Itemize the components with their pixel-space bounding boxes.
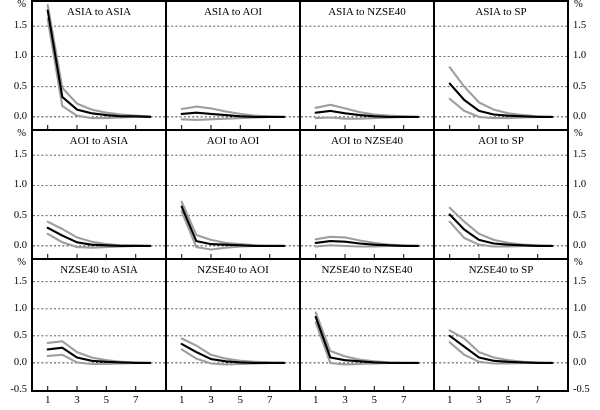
x-tick-label: 3 <box>476 394 482 406</box>
y-axis-unit-label: % <box>17 128 26 139</box>
x-axis-labels: 1 3 5 7 1 3 5 7 1 3 5 7 1 3 5 7 <box>0 393 600 409</box>
panel-asia-to-nzse40: ASIA to NZSE40 <box>301 2 433 129</box>
panel-title: AOI to AOI <box>207 135 260 147</box>
y-tick-label: 0.0 <box>13 239 27 251</box>
y-tick-label: 1.0 <box>573 179 587 191</box>
y-tick-label: 0.5 <box>13 209 27 221</box>
y-tick-label: 1.0 <box>13 50 27 62</box>
x-tick-label: 7 <box>534 394 541 406</box>
upper_band-line <box>180 200 286 247</box>
panel-title: ASIA to NZSE40 <box>328 6 406 18</box>
x-tick-label: 7 <box>132 394 139 406</box>
panel-title: NZSE40 to SP <box>469 264 534 276</box>
panel-aoi-to-aoi: AOI to AOI <box>167 131 299 258</box>
y-tick-label: 0.0 <box>13 110 27 122</box>
panel-title: NZSE40 to ASIA <box>60 264 138 276</box>
y-tick-label: 0.0 <box>573 239 587 251</box>
y-tick-label: 1.5 <box>13 275 27 287</box>
upper_band-line <box>46 340 152 364</box>
y-axis-right: % 0.0 0.5 1.0 1.5% 0.0 0.5 1.0 1.5% -0.5 0.0 0.5 1.0… <box>569 0 600 410</box>
y-axis-left: % 0.0 0.5 1.0 1.5% 0.0 0.5 1.0 1.5% -0.5 0.0 0.5 1.0… <box>0 0 31 410</box>
y-tick-label: 1.5 <box>13 149 27 161</box>
x-tick-label: 1 <box>446 394 453 406</box>
panel-title: ASIA to ASIA <box>67 6 131 18</box>
response-line <box>314 109 420 118</box>
lower_band-line <box>46 17 152 120</box>
response-line <box>180 342 286 364</box>
panel-title: ASIA to AOI <box>204 6 262 18</box>
y-tick-label: 0.0 <box>573 110 587 122</box>
y-tick-label: 0.5 <box>13 80 27 92</box>
y-tick-label: -0.5 <box>10 384 27 395</box>
y-tick-label: 1.0 <box>13 179 27 191</box>
x-tick-label: 5 <box>371 394 378 406</box>
y-tick-label: -0.5 <box>573 384 590 395</box>
panel-title: ASIA to SP <box>475 6 526 18</box>
x-tick-label: 3 <box>74 394 80 406</box>
panel-nzse40-to-sp: NZSE40 to SP <box>435 260 567 390</box>
y-tick-label: 1.0 <box>573 302 587 314</box>
panel-nzse40-to-aoi: NZSE40 to AOI <box>167 260 299 390</box>
response-line <box>314 240 420 247</box>
response-line <box>448 334 554 364</box>
panel-asia-to-aoi: ASIA to AOI <box>167 2 299 129</box>
upper_band-line <box>46 3 152 118</box>
y-axis-unit-label: % <box>574 257 583 268</box>
y-tick-label: 1.0 <box>13 302 27 314</box>
y-axis-unit-label: % <box>574 128 583 139</box>
y-tick-label: 0.5 <box>573 80 587 92</box>
response-line <box>314 315 420 364</box>
y-tick-label: 0.5 <box>573 329 587 341</box>
upper_band-line <box>314 311 420 364</box>
upper_band-line <box>448 206 554 247</box>
y-axis-unit-label: % <box>17 0 26 10</box>
y-tick-label: 0.5 <box>13 329 27 341</box>
panel-title: AOI to NZSE40 <box>331 135 404 147</box>
x-tick-label: 7 <box>266 394 273 406</box>
x-tick-label: 3 <box>208 394 214 406</box>
x-tick-label: 5 <box>505 394 512 406</box>
panel-aoi-to-sp: AOI to SP <box>435 131 567 258</box>
y-axis-unit-label: % <box>574 0 583 10</box>
panel-aoi-to-nzse40: AOI to NZSE40 <box>301 131 433 258</box>
response-line <box>46 226 152 247</box>
y-tick-label: 0.5 <box>573 209 587 221</box>
y-tick-label: 1.5 <box>573 20 587 32</box>
x-tick-label: 1 <box>312 394 319 406</box>
y-tick-label: 0.0 <box>13 356 27 368</box>
y-tick-label: 1.5 <box>573 275 587 287</box>
panel-title: AOI to SP <box>478 135 524 147</box>
response-line <box>180 205 286 247</box>
panel-nzse40-to-nzse40: NZSE40 to NZSE40 <box>301 260 433 390</box>
panel-title: AOI to ASIA <box>70 135 129 147</box>
y-tick-label: 1.0 <box>573 50 587 62</box>
panel-aoi-to-asia: AOI to ASIA <box>33 131 165 258</box>
response-line <box>46 346 152 364</box>
panel-nzse40-to-asia: NZSE40 to ASIA <box>33 260 165 390</box>
panel-title: NZSE40 to NZSE40 <box>321 264 413 276</box>
lower_band-line <box>448 220 554 248</box>
y-axis-unit-label: % <box>17 257 26 268</box>
x-tick-label: 1 <box>178 394 185 406</box>
x-tick-label: 5 <box>103 394 110 406</box>
x-tick-label: 1 <box>44 394 51 406</box>
panel-asia-to-asia: ASIA to ASIA <box>33 2 165 129</box>
response-line <box>180 111 286 118</box>
y-tick-label: 1.5 <box>573 149 587 161</box>
x-tick-label: 5 <box>237 394 244 406</box>
response-line <box>448 82 554 118</box>
response-line <box>46 9 152 118</box>
panel-title: NZSE40 to AOI <box>197 264 269 276</box>
response-line <box>448 213 554 247</box>
panel-asia-to-sp: ASIA to SP <box>435 2 567 129</box>
y-tick-label: 1.5 <box>13 20 27 32</box>
y-tick-label: 0.0 <box>573 356 587 368</box>
upper_band-line <box>448 66 554 118</box>
x-tick-label: 7 <box>400 394 407 406</box>
x-tick-label: 3 <box>342 394 348 406</box>
chart-grid: ASIA to ASIA ASIA to AOI ASIA to NZSE40 ASI… <box>31 0 569 392</box>
